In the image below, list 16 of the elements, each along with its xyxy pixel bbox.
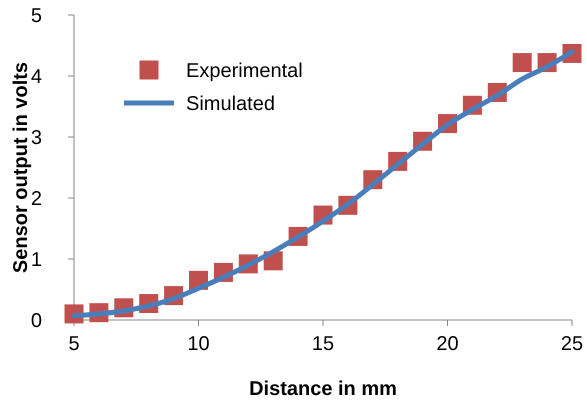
legend-label: Experimental — [186, 60, 303, 82]
x-tick-label: 5 — [68, 333, 80, 355]
y-tick-label: 0 — [30, 310, 42, 332]
legend-label: Simulated — [186, 93, 275, 115]
y-tick-label: 4 — [30, 66, 42, 88]
x-tick-label: 15 — [312, 333, 334, 355]
y-tick-label: 5 — [30, 5, 42, 27]
x-tick-label: 10 — [187, 333, 210, 355]
y-tick-label: 1 — [30, 249, 42, 271]
point — [512, 53, 532, 72]
y-tick-label: 3 — [30, 127, 42, 149]
x-tick-label: 25 — [560, 333, 584, 355]
x-tick-label: 20 — [436, 333, 459, 355]
y-tick-label: 2 — [30, 188, 42, 210]
x-axis-title: Distance in mm — [249, 378, 397, 400]
y-axis-title: Sensor output in volts — [10, 62, 32, 274]
